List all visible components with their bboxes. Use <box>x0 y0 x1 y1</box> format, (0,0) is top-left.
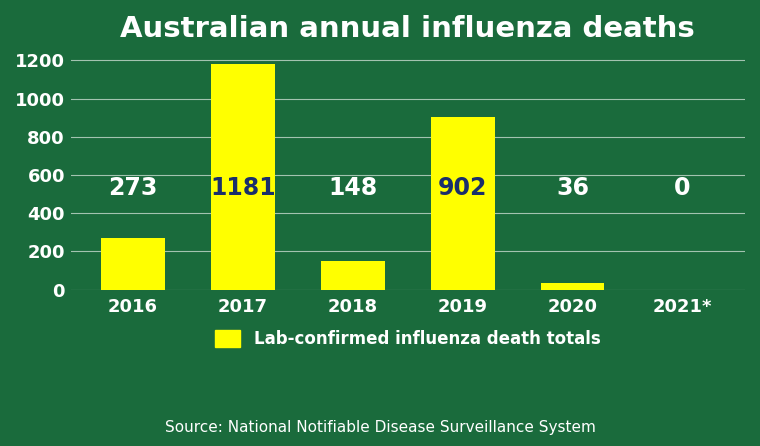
Bar <box>321 261 385 289</box>
Text: 0: 0 <box>674 177 691 200</box>
Bar <box>431 117 495 289</box>
Bar <box>540 283 604 289</box>
Title: Australian annual influenza deaths: Australian annual influenza deaths <box>120 15 695 43</box>
Text: 1181: 1181 <box>211 177 276 200</box>
Bar <box>101 238 165 289</box>
Text: 902: 902 <box>438 177 487 200</box>
Text: 148: 148 <box>328 177 378 200</box>
Text: Source: National Notifiable Disease Surveillance System: Source: National Notifiable Disease Surv… <box>165 420 595 435</box>
Legend: Lab-confirmed influenza death totals: Lab-confirmed influenza death totals <box>215 330 600 348</box>
Text: 36: 36 <box>556 177 589 200</box>
Bar <box>211 64 275 289</box>
Text: 273: 273 <box>109 177 158 200</box>
